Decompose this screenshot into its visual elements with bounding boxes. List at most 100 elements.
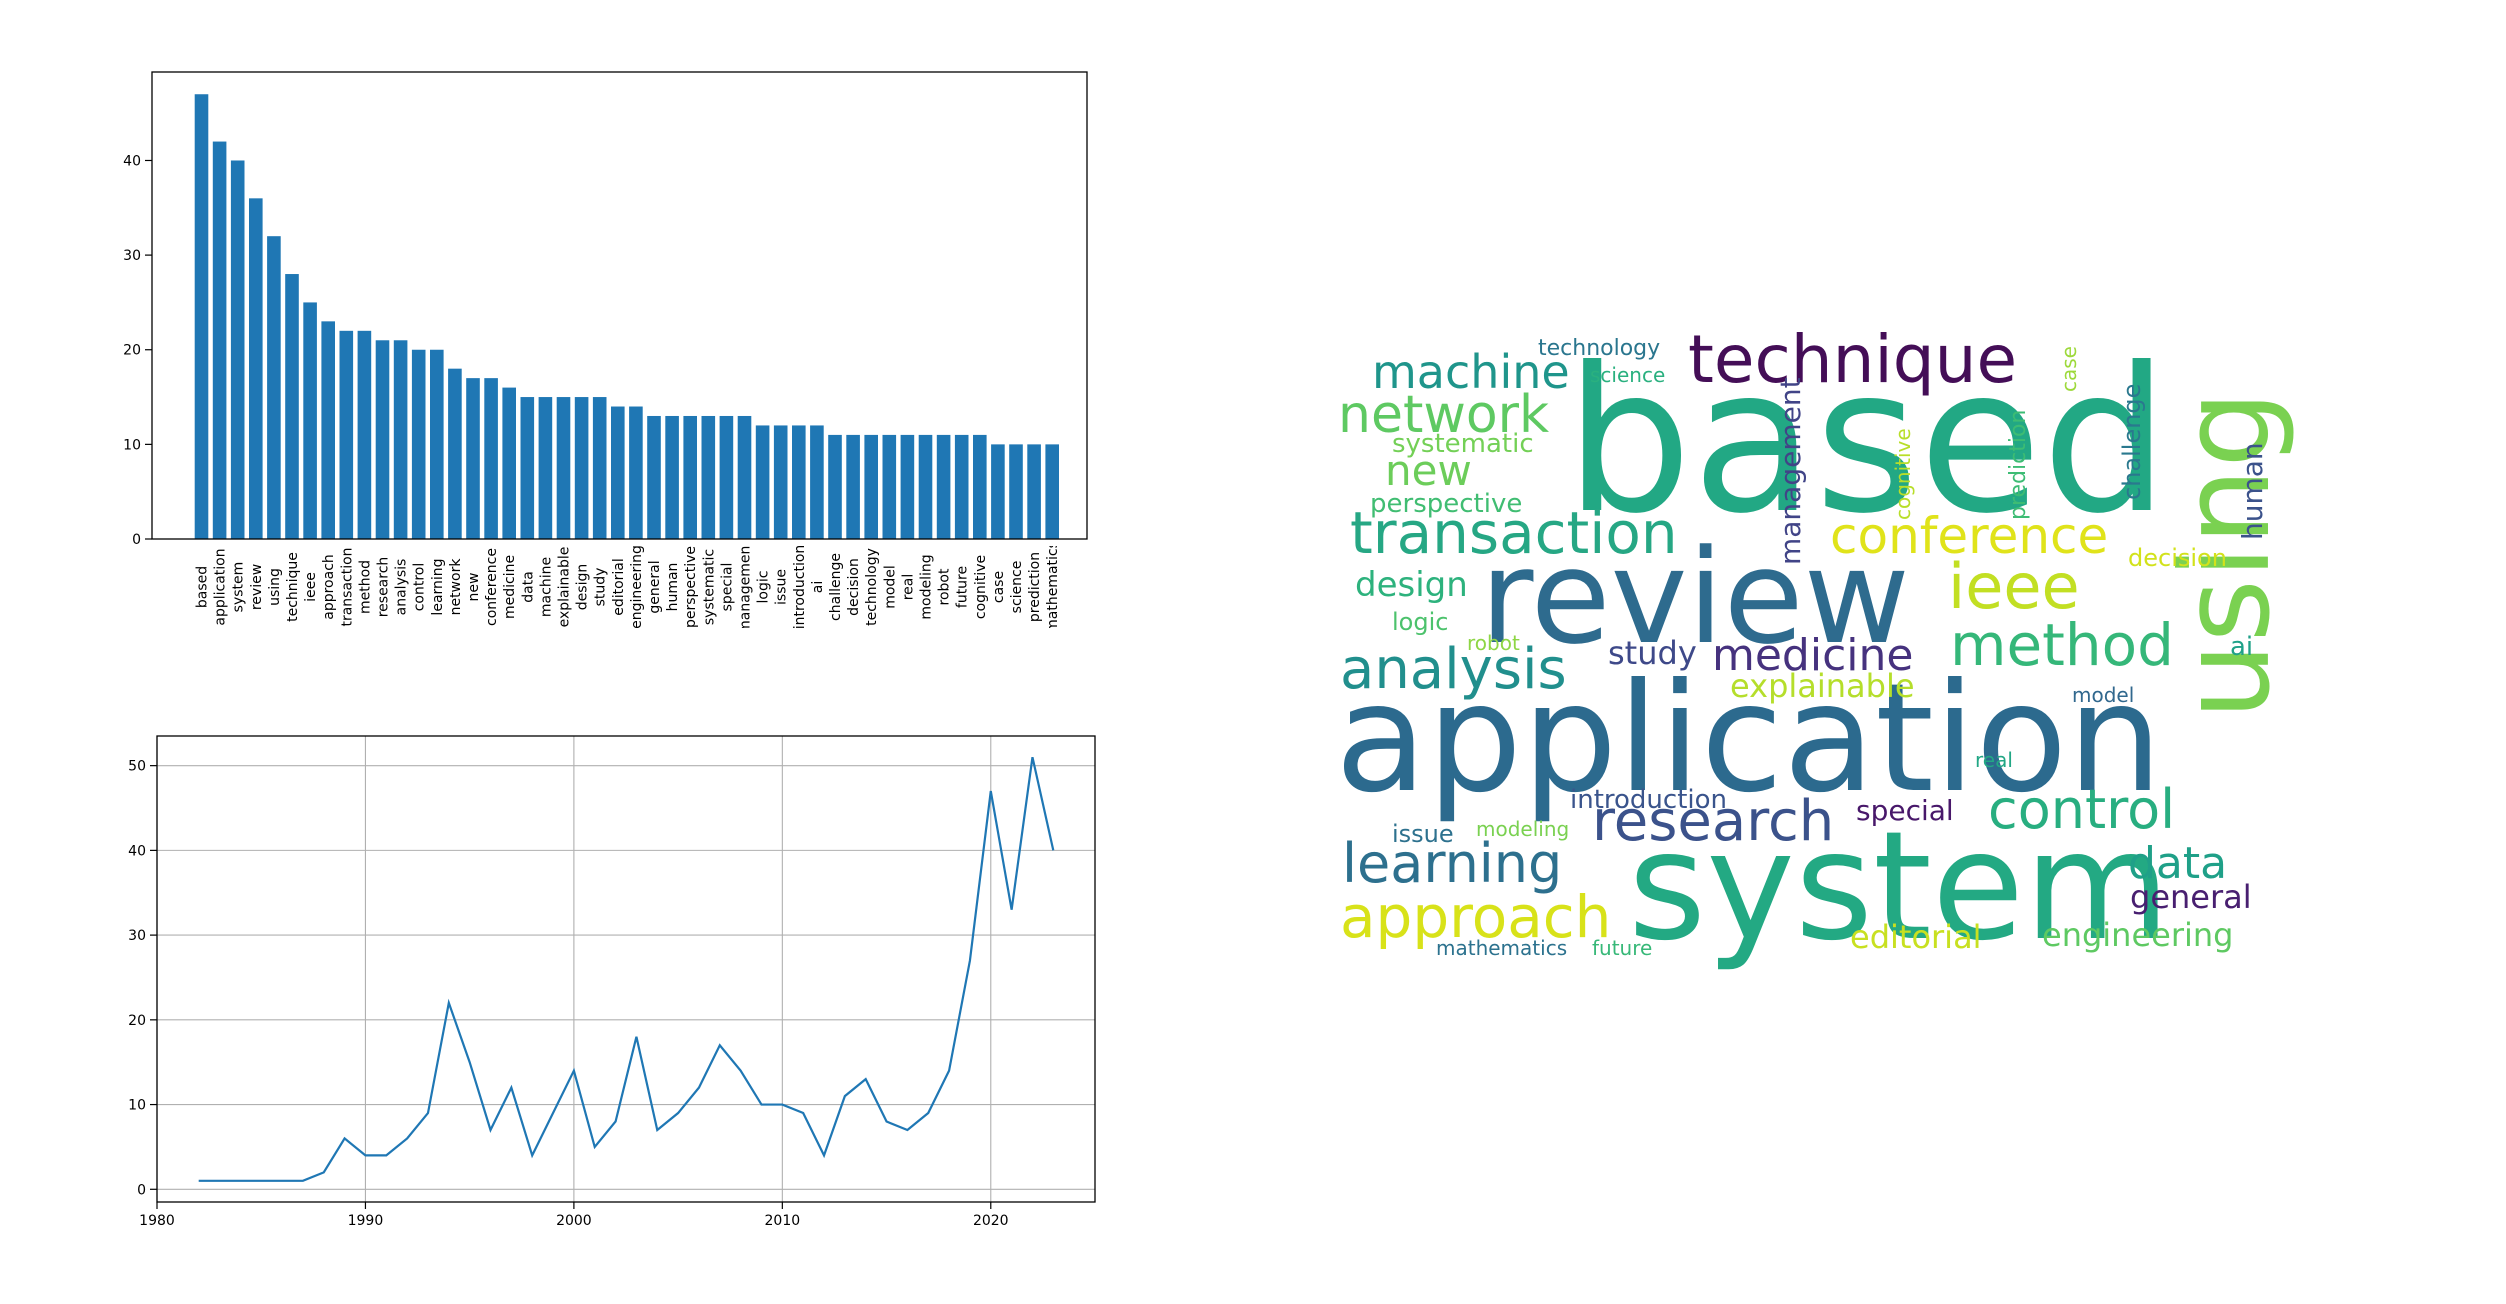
word-cloud-word: design: [1355, 565, 1468, 605]
line-y-tick-label: 50: [128, 759, 146, 775]
bar-x-tick-label: general: [647, 560, 663, 613]
bar-x-tick-label: approach: [321, 554, 337, 620]
word-cloud-word: science: [1590, 363, 1665, 387]
bar: [1027, 444, 1041, 539]
bar-y-tick-label: 10: [123, 437, 141, 453]
bar: [918, 434, 933, 539]
bar: [430, 349, 444, 539]
bar-x-tick-label: editorial: [611, 558, 627, 616]
word-cloud-word: introduction: [1570, 785, 1727, 815]
word-cloud-word: logic: [1392, 608, 1448, 636]
bar: [520, 397, 535, 539]
bar-x-tick-label: future: [955, 566, 971, 608]
bar: [448, 368, 462, 539]
bar: [755, 425, 770, 539]
word-cloud-word: robot: [1467, 631, 1520, 655]
word-cloud-word: machine: [1372, 345, 1570, 399]
bar-x-tick-label: engineering: [629, 545, 645, 629]
word-cloud-word: management: [1774, 377, 1807, 565]
word-cloud-word: control: [1988, 778, 2175, 841]
bar-x-tick-label: mathematics: [1045, 541, 1061, 633]
bar: [828, 434, 842, 539]
bar-x-tick-label: control: [412, 563, 428, 612]
word-cloud-word: based: [1565, 325, 2169, 558]
bar-x-tick-label: based: [195, 566, 211, 608]
word-cloud-word: application: [1335, 652, 2162, 826]
bar: [249, 198, 263, 540]
word-cloud-word: medicine: [1712, 630, 1913, 681]
word-cloud-word: data: [2128, 838, 2227, 889]
word-cloud-word: review: [1480, 521, 1910, 673]
bar: [303, 302, 317, 539]
bar-x-tick-label: issue: [774, 569, 790, 605]
bar: [1009, 444, 1023, 539]
bar: [954, 434, 969, 539]
word-cloud-word: perspective: [1370, 489, 1522, 519]
bar: [900, 434, 915, 539]
bar: [665, 415, 679, 539]
bar: [375, 340, 390, 539]
bar-x-tick-label: cognitive: [973, 555, 989, 619]
word-cloud-word: case: [2057, 346, 2081, 392]
word-cloud-word: model: [2072, 683, 2134, 707]
line-series: [198, 756, 1055, 1182]
bar: [1045, 444, 1059, 539]
word-cloud-word: method: [1950, 611, 2174, 679]
bar-chart-frame: [151, 71, 1088, 540]
bar-y-tick-label: 30: [123, 248, 141, 264]
word-cloud-word: decision: [2128, 544, 2227, 572]
word-cloud-word: systematic: [1392, 429, 1534, 459]
word-cloud-word: general: [2130, 878, 2252, 916]
bar-x-tick-label: decision: [846, 558, 862, 616]
line-x-tick-label: 2020: [973, 1213, 1009, 1229]
bar: [936, 434, 951, 539]
bar: [882, 434, 897, 539]
bar-chart: 0 10 20 30 40 based application system review us…: [123, 71, 1088, 634]
bar: [393, 340, 408, 539]
word-cloud-word: new: [1385, 446, 1472, 495]
bar: [321, 321, 335, 539]
bar-x-tick-label: ai: [810, 581, 826, 593]
bar: [701, 415, 716, 539]
line-chart-axes: 1980 1990 2000 2010 2020 0 10 20 30 40 50: [128, 759, 1008, 1229]
word-cloud-word: issue: [1392, 820, 1454, 848]
bar: [502, 387, 516, 539]
word-cloud-word: approach: [1340, 883, 1611, 951]
line-y-tick-label: 40: [128, 843, 146, 859]
bar-x-tick-label: challenge: [828, 553, 844, 621]
line-y-tick-label: 20: [128, 1013, 146, 1029]
word-cloud-word: ai: [2230, 632, 2253, 662]
bar-x-tick-label: technique: [285, 552, 301, 622]
bar-x-tick-label: prediction: [1027, 552, 1043, 622]
line-y-tick-label: 10: [128, 1098, 146, 1114]
bar-x-tick-label: management: [738, 540, 754, 634]
bar: [846, 434, 860, 539]
bar-x-tick-label: review: [249, 564, 265, 610]
bar-x-tick-label: learning: [430, 558, 446, 615]
bar: [592, 397, 607, 539]
bar-x-tick-label: explainable: [557, 547, 573, 628]
word-cloud-word: network: [1338, 385, 1549, 445]
word-cloud-word: study: [1608, 634, 1697, 672]
word-cloud-word: modeling: [1476, 817, 1569, 841]
bar: [574, 397, 589, 539]
word-cloud-word: editorial: [1850, 918, 1982, 956]
bar-x-tick-label: technology: [864, 548, 880, 626]
line-x-tick-label: 2010: [765, 1213, 801, 1229]
line-x-tick-label: 1980: [139, 1213, 175, 1229]
word-cloud-word: future: [1592, 936, 1652, 960]
word-cloud-word: learning: [1342, 832, 1562, 895]
bar-x-tick-label: design: [575, 564, 591, 610]
word-cloud-background: [1340, 315, 2270, 975]
line-x-tick-label: 2000: [556, 1213, 592, 1229]
bar: [484, 378, 498, 539]
word-cloud-word: engineering: [2042, 916, 2233, 954]
bar: [973, 434, 987, 539]
bar-x-tick-label: system: [231, 562, 247, 613]
word-cloud-word: research: [1592, 789, 1834, 854]
bar-chart-bars: [194, 94, 1059, 540]
bar: [411, 349, 426, 539]
line-chart-grid: [156, 736, 1095, 1202]
